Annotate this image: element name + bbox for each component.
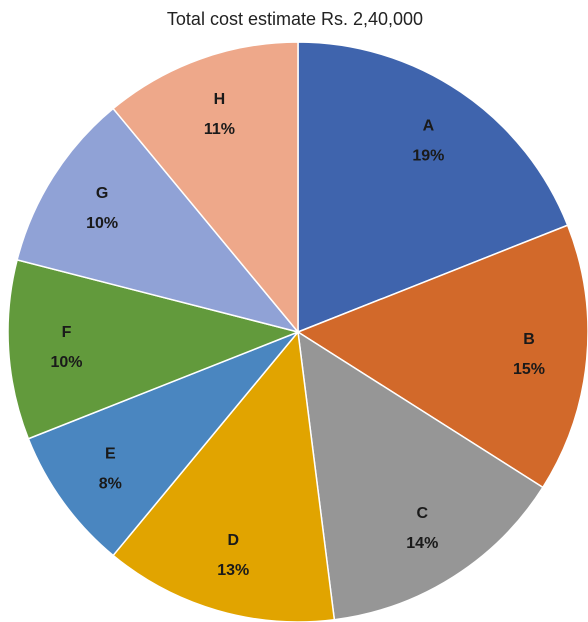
slice-category-label: E [105, 446, 116, 463]
slice-value-label: 8% [99, 476, 122, 493]
pie-slice [16, 107, 301, 334]
slice-value-label: 10% [86, 215, 118, 232]
slice-value-label: 13% [217, 562, 249, 579]
slice-value-label: 14% [406, 535, 438, 552]
pie-slice [297, 330, 544, 621]
slice-value-label: 11% [204, 121, 235, 138]
pie-slice [297, 41, 569, 334]
slice-category-label: D [227, 532, 239, 549]
slice-category-label: H [214, 91, 226, 108]
slice-category-label: A [423, 117, 435, 134]
pie-slice [7, 258, 301, 440]
pie-slice [112, 330, 336, 622]
slice-category-label: G [96, 185, 108, 202]
pie-slice [27, 331, 299, 557]
slice-value-label: 10% [50, 354, 82, 371]
slice-value-label: 19% [412, 147, 444, 164]
slice-category-label: F [62, 324, 72, 341]
pie-slice [296, 224, 588, 489]
chart-title: Total cost estimate Rs. 2,40,000 [167, 9, 423, 29]
slice-category-label: C [417, 505, 429, 522]
slice-value-label: 15% [513, 361, 545, 378]
pie-slice [112, 41, 299, 335]
slice-category-label: B [523, 331, 535, 348]
